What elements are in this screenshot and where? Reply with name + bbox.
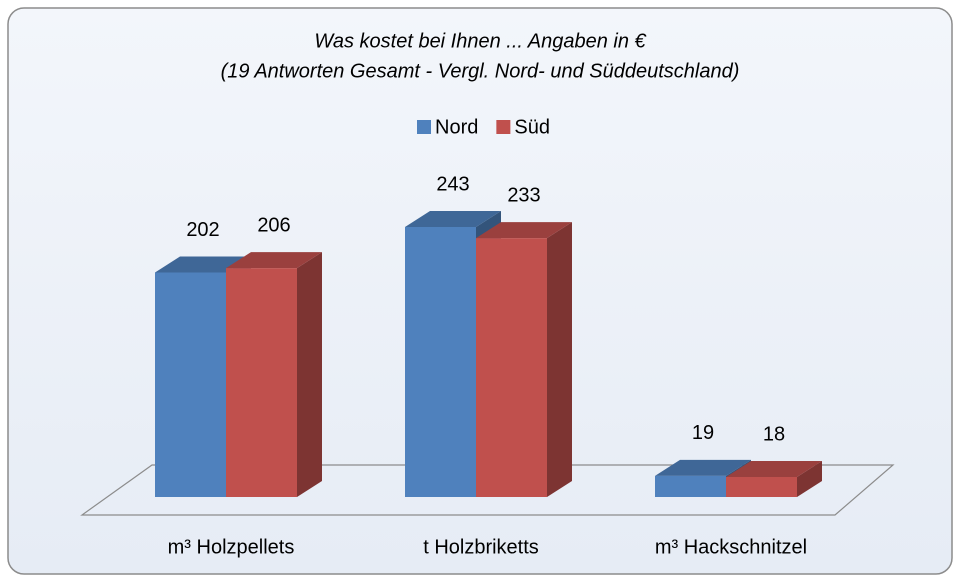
bar-side (797, 461, 822, 497)
x-tick-label: m³ Holzpellets (168, 536, 295, 558)
bar-front (405, 227, 476, 497)
chart-subtitle: (19 Antworten Gesamt - Vergl. Nord- und … (221, 60, 740, 82)
bar-front (655, 475, 726, 497)
bar-front (726, 477, 797, 497)
bar-front (476, 238, 547, 497)
data-label: 19 (692, 422, 714, 444)
legend-swatch (496, 120, 511, 134)
bar-front (226, 268, 297, 497)
bar-side (547, 222, 572, 497)
bar-top (226, 252, 322, 269)
data-label: 202 (186, 219, 219, 241)
bar (726, 461, 822, 497)
bar-side (297, 252, 322, 497)
bar-top (655, 459, 751, 476)
legend-label: Nord (435, 116, 478, 138)
bar (476, 222, 572, 497)
legend-swatch (417, 120, 431, 134)
chart-title: Was kostet bei Ihnen ... Angaben in € (314, 30, 646, 52)
bar-top (726, 461, 822, 477)
legend-label: Süd (514, 116, 550, 138)
bar-top (476, 222, 572, 239)
x-tick-label: t Holzbriketts (423, 536, 539, 558)
data-label: 233 (507, 184, 540, 206)
data-label: 243 (436, 173, 469, 195)
bar (226, 252, 322, 497)
data-label: 206 (257, 214, 290, 236)
data-label: 18 (763, 423, 785, 445)
x-tick-label: m³ Hackschnitzel (655, 536, 807, 558)
bar-top (405, 211, 501, 227)
bar-front (155, 272, 226, 497)
floor (80, 464, 895, 516)
